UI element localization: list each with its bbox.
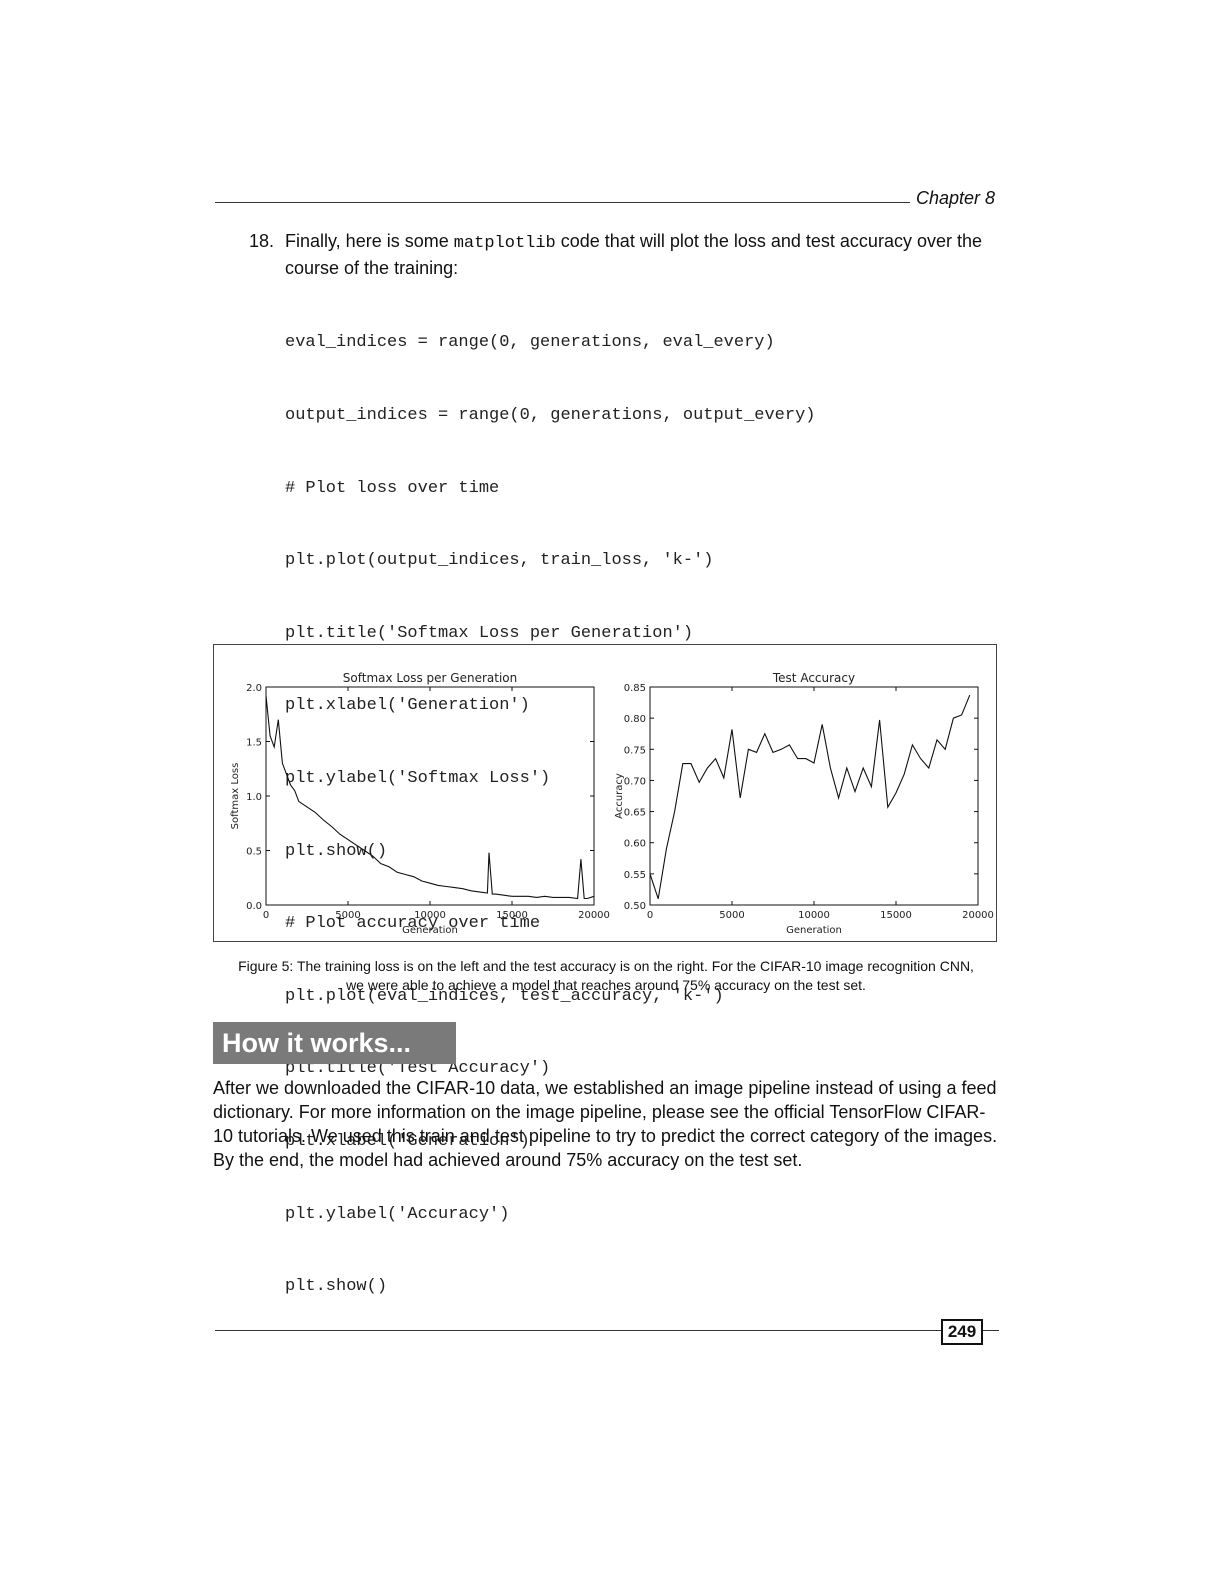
y-tick-label: 1.5 [246, 738, 262, 749]
y-tick-label: 0.60 [624, 839, 646, 850]
code-line: plt.title('Test Accuracy') [285, 1059, 551, 1079]
y-tick-label: 0.50 [624, 901, 646, 912]
figure-charts: 0 5000 10000 15000 20000 0.0 0.5 1.0 1.5 2.0 Softm… [230, 671, 994, 936]
series-line [265, 695, 595, 900]
code-line: eval_indices = range(0, generations, eva… [285, 333, 775, 353]
code-line: output_indices = range(0, generations, o… [285, 406, 816, 425]
code-line: plt.xlabel('Generation') [285, 1131, 530, 1151]
y-tick-label: 1.0 [246, 792, 262, 803]
code-line: plt.plot(output_indices, train_loss, 'k-… [285, 551, 714, 571]
plot-frame [265, 686, 595, 906]
accuracy-chart: 0 5000 10000 15000 20000 0.50 0.55 0.60 0.65 0.70… [614, 671, 994, 936]
code-line: plt.xlabel('Generation') [285, 696, 530, 716]
y-tick-label: 0.70 [624, 776, 646, 787]
x-tick-label: 5000 [335, 910, 360, 921]
x-tick-label: 15000 [496, 910, 528, 921]
code-line: plt.show() [285, 1277, 388, 1297]
y-tick-label: 0.80 [624, 714, 646, 725]
series-line [649, 694, 971, 899]
code-line: plt.plot(eval_indices, test_accuracy, 'k… [285, 986, 724, 1006]
x-axis-label: Generation [786, 925, 842, 936]
code-line: plt.ylabel('Accuracy') [285, 1204, 510, 1224]
x-axis-label: Generation [402, 925, 458, 936]
caption-line-1: Figure 5: The training loss is on the le… [238, 958, 974, 974]
y-tick-label: 0.75 [624, 745, 646, 756]
plot-frame [649, 686, 979, 906]
code-line: # Plot loss over time [285, 478, 500, 498]
x-tick-label: 5000 [719, 910, 744, 921]
body-paragraph: After we downloaded the CIFAR-10 data, w… [213, 1078, 998, 1170]
step-number: 18. [249, 231, 275, 251]
code-line: # Plot accuracy over time [285, 914, 541, 934]
x-tick-label: 10000 [798, 910, 830, 921]
step-text-before: Finally, here is some [285, 231, 454, 251]
page-number: 249 [941, 1319, 983, 1345]
y-tick-label: 0.65 [624, 808, 646, 819]
x-tick-label: 20000 [962, 910, 994, 921]
chapter-label: Chapter 8 [916, 188, 996, 208]
y-axis-label: Accuracy [614, 773, 625, 819]
loss-chart: 0 5000 10000 15000 20000 0.0 0.5 1.0 1.5 2.0 Softm… [230, 671, 610, 936]
code-block: eval_indices = range(0, generations, eva… [285, 283, 816, 1324]
chart-title: Test Accuracy [772, 671, 855, 685]
figure: 0 5000 10000 15000 20000 0.0 0.5 1.0 1.5 2.0 Softm… [213, 644, 997, 942]
header-rule [215, 202, 910, 203]
section-heading: How it works... [213, 1022, 456, 1064]
x-tick-label: 0 [263, 910, 269, 921]
chart-title: Softmax Loss per Generation [343, 671, 517, 685]
y-tick-label: 0.0 [246, 901, 262, 912]
code-line: plt.ylabel('Softmax Loss') [285, 768, 551, 788]
step-text: Finally, here is some matplotlib code th… [285, 229, 1000, 280]
x-tick-label: 15000 [880, 910, 912, 921]
y-tick-label: 2.0 [246, 683, 262, 694]
y-tick-label: 0.85 [624, 683, 646, 694]
y-axis-label: Softmax Loss [230, 763, 241, 830]
inline-code: matplotlib [453, 234, 556, 253]
y-tick-label: 0.55 [624, 870, 646, 881]
code-line: plt.show() [285, 841, 388, 861]
step-text-after: code that will plot the loss and test ac… [285, 231, 982, 278]
figure-caption: Figure 5: The training loss is on the le… [213, 957, 999, 995]
y-tick-label: 0.5 [246, 847, 262, 858]
code-line: plt.title('Softmax Loss per Generation') [285, 623, 694, 643]
x-tick-label: 10000 [414, 910, 446, 921]
footer-rule [215, 1330, 999, 1331]
x-tick-label: 20000 [578, 910, 610, 921]
x-tick-label: 0 [647, 910, 653, 921]
caption-line-2: we were able to achieve a model that rea… [346, 977, 866, 993]
